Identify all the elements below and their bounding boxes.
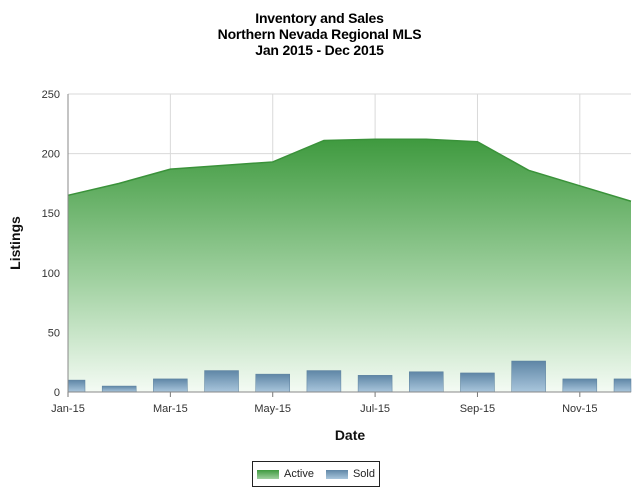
legend-label-sold: Sold [352,468,375,480]
sold-bar[interactable] [460,372,495,393]
sold-bar[interactable] [204,370,239,393]
sold-bar[interactable] [306,370,342,393]
x-tick-label: May-15 [254,403,291,415]
sold-bar[interactable] [101,385,137,393]
legend: Active Sold [252,461,380,487]
active-line [67,138,632,202]
chart-title-line-3: Jan 2015 - Dec 2015 [255,42,384,58]
sold-bar[interactable] [613,378,632,393]
active-area [68,139,631,392]
sold-bar[interactable] [562,378,598,393]
x-axis-label: Date [335,427,366,443]
sold-bar[interactable] [255,373,290,393]
sold-bar[interactable] [409,371,444,393]
chart-title-line-2: Northern Nevada Regional MLS [217,26,422,42]
y-tick-label: 0 [54,387,60,399]
x-tick-label: Sep-15 [460,403,495,415]
x-tick-label: Jul-15 [360,403,390,415]
y-tick-label: 100 [42,268,60,280]
legend-item-sold[interactable]: Sold [325,468,375,480]
chart-title: Inventory and Sales Northern Nevada Regi… [0,10,639,58]
y-tick-label: 250 [42,89,60,101]
sold-bar[interactable] [511,360,546,393]
x-tick-label: Jan-15 [51,403,85,415]
legend-swatch-active [257,469,279,479]
sold-bar[interactable] [153,378,188,393]
y-tick-label: 150 [42,208,60,220]
y-axis-label: Listings [7,216,23,270]
axes: 0 50 100 150 200 250 Jan-15 Mar-15 May-15 Jul-15 S… [42,89,631,415]
legend-item-active[interactable]: Active [257,468,314,480]
y-tick-label: 50 [48,327,60,339]
x-tick-label: Nov-15 [562,403,597,415]
y-tick-label: 200 [42,149,60,161]
legend-swatch-sold [325,469,348,479]
sold-bar[interactable] [67,379,86,393]
sold-bar[interactable] [357,375,393,393]
sold-bars-layer [67,360,632,393]
chart-title-line-1: Inventory and Sales [255,10,384,26]
active-area-layer [67,138,632,392]
x-tick-label: Mar-15 [153,403,188,415]
legend-label-active: Active [284,468,314,480]
